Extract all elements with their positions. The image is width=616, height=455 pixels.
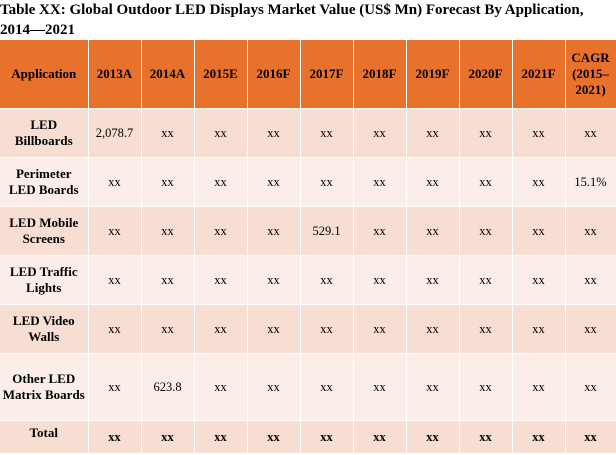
table-cell: xx — [247, 304, 301, 354]
table-cell: xx — [512, 353, 566, 421]
row-label: LED Billboards — [0, 108, 89, 158]
table-cell: xx — [512, 420, 566, 454]
header-cell-2014a: 2014A — [141, 40, 195, 109]
table-cell: xx — [459, 206, 513, 256]
table-row: Other LED Matrix Boards xx 623.8 xx xx x… — [0, 353, 616, 421]
table-cell: xx — [194, 206, 248, 256]
header-cell-application: Application — [0, 40, 89, 109]
table-row: LED Video Walls xx xx xx xx xx xx xx xx … — [0, 304, 616, 354]
header-cell-2021f: 2021F — [512, 40, 566, 109]
table-cell: xx — [88, 206, 142, 256]
table-cell: xx — [141, 108, 195, 158]
header-cell-2015e: 2015E — [194, 40, 248, 109]
table-cell: xx — [459, 108, 513, 158]
table-cell: xx — [565, 108, 616, 158]
table-cell: xx — [353, 108, 407, 158]
table-cell: xx — [88, 255, 142, 305]
header-cell-2016f: 2016F — [247, 40, 301, 109]
table-cell: xx — [512, 304, 566, 354]
table-row: LED Traffic Lights xx xx xx xx xx xx xx … — [0, 255, 616, 305]
table-cell: xx — [459, 255, 513, 305]
row-label: LED Traffic Lights — [0, 255, 89, 305]
table-cell: xx — [406, 304, 460, 354]
table-cell: xx — [459, 157, 513, 207]
table-cell: xx — [565, 304, 616, 354]
table-cell: xx — [141, 206, 195, 256]
table-cell: xx — [406, 353, 460, 421]
table-cell: xx — [512, 206, 566, 256]
table-cell: xx — [512, 157, 566, 207]
table-cell: xx — [194, 108, 248, 158]
table-title: Table XX: Global Outdoor LED Displays Ma… — [0, 2, 584, 38]
table-cell: xx — [247, 255, 301, 305]
table-cell: xx — [300, 420, 354, 454]
market-value-table: Application 2013A 2014A 2015E 2016F 2017… — [0, 40, 616, 454]
table-cell: xx — [353, 420, 407, 454]
table-cell: xx — [194, 420, 248, 454]
table-cell: xx — [353, 157, 407, 207]
table-cell: xx — [88, 304, 142, 354]
table-cell: xx — [459, 353, 513, 421]
table-cell: xx — [406, 420, 460, 454]
table-cell: 2,078.7 — [88, 108, 142, 158]
table-row: Perimeter LED Boards xx xx xx xx xx xx x… — [0, 157, 616, 207]
table-cell: xx — [300, 108, 354, 158]
table-cell: xx — [247, 206, 301, 256]
table-cell: xx — [141, 157, 195, 207]
table-cell: xx — [353, 255, 407, 305]
table-cell: xx — [353, 353, 407, 421]
table-cell: xx — [141, 304, 195, 354]
table-cell: xx — [565, 255, 616, 305]
table-cell: xx — [88, 353, 142, 421]
table-cell: xx — [88, 157, 142, 207]
table-cell: xx — [141, 255, 195, 305]
table-cell: xx — [247, 420, 301, 454]
table-cell: xx — [565, 206, 616, 256]
table-cell: xx — [300, 353, 354, 421]
row-label: Total — [0, 420, 89, 454]
table-cell: xx — [194, 304, 248, 354]
table-cell: xx — [565, 420, 616, 454]
table-cell: xx — [406, 108, 460, 158]
table-cell: xx — [247, 108, 301, 158]
row-label: Other LED Matrix Boards — [0, 353, 89, 421]
header-cell-cagr: CAGR (2015–2021) — [565, 40, 616, 109]
table-cell: xx — [512, 255, 566, 305]
table-cell: xx — [194, 353, 248, 421]
table-cell: xx — [141, 420, 195, 454]
table-cell: xx — [300, 157, 354, 207]
table-cell: xx — [406, 206, 460, 256]
row-label: LED Mobile Screens — [0, 206, 89, 256]
table-cell: xx — [194, 157, 248, 207]
table-cell: 15.1% — [565, 157, 616, 207]
header-cell-2020f: 2020F — [459, 40, 513, 109]
row-label: LED Video Walls — [0, 304, 89, 354]
table-row: LED Billboards 2,078.7 xx xx xx xx xx xx… — [0, 108, 616, 158]
header-cell-2018f: 2018F — [353, 40, 407, 109]
header-cell-2013a: 2013A — [88, 40, 142, 109]
table-cell: xx — [406, 157, 460, 207]
table-cell: xx — [353, 304, 407, 354]
row-label: Perimeter LED Boards — [0, 157, 89, 207]
table-cell: xx — [512, 108, 566, 158]
total-row: Total xx xx xx xx xx xx xx xx xx xx — [0, 420, 616, 454]
table-cell: xx — [247, 353, 301, 421]
header-cell-2019f: 2019F — [406, 40, 460, 109]
table-cell: xx — [459, 304, 513, 354]
table-cell: xx — [88, 420, 142, 454]
table-cell: xx — [406, 255, 460, 305]
table-cell: xx — [459, 420, 513, 454]
table-cell: 529.1 — [300, 206, 354, 256]
table-cell: xx — [247, 157, 301, 207]
header-row: Application 2013A 2014A 2015E 2016F 2017… — [0, 40, 616, 109]
header-cell-2017f: 2017F — [300, 40, 354, 109]
table-cell: xx — [300, 255, 354, 305]
table-cell: xx — [194, 255, 248, 305]
table-cell: 623.8 — [141, 353, 195, 421]
table-cell: xx — [565, 353, 616, 421]
table-cell: xx — [300, 304, 354, 354]
table-cell: xx — [353, 206, 407, 256]
table-row: LED Mobile Screens xx xx xx xx 529.1 xx … — [0, 206, 616, 256]
